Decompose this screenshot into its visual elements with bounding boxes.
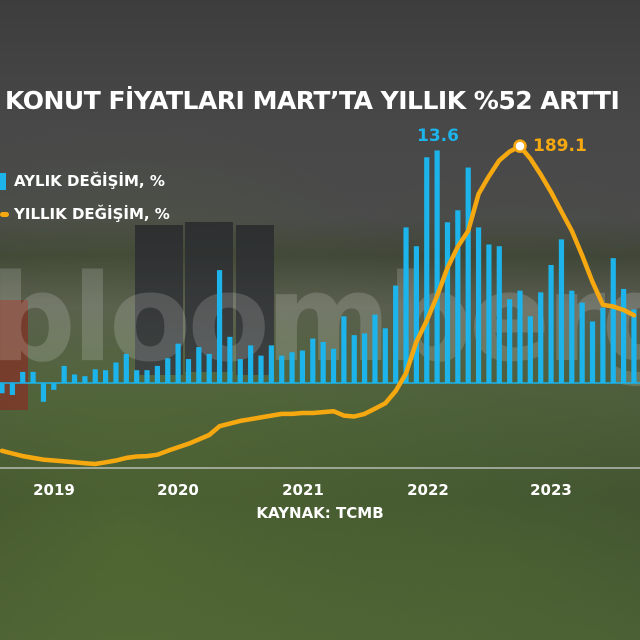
chart-title: KONUT FİYATLARI MART’TA YILLIK %52 ARTTI (5, 86, 620, 115)
monthly-peak-label: 13.6 (417, 126, 459, 146)
legend-line-swatch (0, 212, 9, 217)
x-tick-label: 2019 (33, 481, 75, 499)
monthly-change-bar (61, 365, 67, 383)
monthly-change-bar (103, 370, 109, 383)
monthly-change-bar (444, 222, 451, 383)
monthly-change-bar (268, 345, 274, 383)
yearly-peak-label: 189.1 (533, 136, 587, 156)
monthly-change-bar (30, 371, 36, 383)
monthly-change-bar (434, 150, 440, 383)
monthly-change-bar (621, 288, 627, 383)
monthly-change-bar (258, 355, 264, 383)
skyscraper (236, 225, 274, 375)
monthly-change-bar (248, 345, 254, 383)
monthly-change-bar (154, 365, 160, 383)
monthly-change-bar (362, 333, 368, 383)
monthly-change-bar (631, 309, 637, 383)
skyscraper (185, 222, 233, 372)
monthly-change-bar (372, 314, 378, 383)
x-tick-label: 2020 (157, 481, 199, 499)
monthly-change-bar (237, 359, 243, 383)
monthly-change-bar (82, 376, 88, 383)
monthly-change-bar (600, 307, 606, 383)
monthly-change-bar (403, 227, 409, 383)
monthly-change-bar (227, 336, 233, 383)
monthly-change-bar (51, 383, 57, 390)
monthly-change-bar (393, 285, 399, 383)
monthly-change-bar (538, 292, 544, 383)
x-tick-label: 2022 (407, 481, 449, 499)
skyscraper (135, 225, 183, 375)
monthly-change-bar (465, 167, 471, 383)
monthly-change-bar (527, 316, 533, 383)
x-tick-label: 2021 (282, 481, 324, 499)
monthly-change-bar (185, 359, 192, 383)
monthly-change-bar (0, 383, 5, 394)
monthly-change-bar (351, 335, 357, 383)
monthly-change-bar (455, 210, 461, 383)
monthly-change-bar (279, 355, 285, 383)
monthly-change-bar (569, 290, 575, 383)
monthly-change-bar (165, 358, 171, 383)
monthly-change-bar (123, 353, 129, 383)
monthly-change-bar (144, 370, 150, 383)
monthly-change-bar (206, 353, 212, 383)
monthly-change-bar (196, 347, 202, 383)
monthly-change-bar (216, 270, 223, 383)
watermark: bloomberg (0, 250, 640, 389)
source-label: KAYNAK: TCMB (256, 504, 384, 522)
yearly-peak-marker (513, 139, 527, 153)
monthly-change-bar (299, 350, 306, 383)
monthly-change-bar (507, 299, 513, 383)
monthly-change-bar (424, 157, 430, 383)
monthly-change-bar (341, 316, 347, 383)
monthly-change-bar (475, 227, 482, 383)
monthly-change-bar (71, 374, 78, 383)
monthly-change-bar (548, 265, 554, 383)
monthly-change-bar (113, 362, 119, 383)
monthly-change-bar (289, 352, 295, 383)
monthly-change-bar (496, 246, 502, 383)
monthly-change-bar (382, 328, 388, 383)
monthly-change-bar (610, 258, 616, 383)
monthly-change-bar (40, 383, 47, 402)
yearly-change-line (0, 143, 637, 467)
monthly-change-bar (9, 383, 15, 395)
monthly-change-bar (413, 246, 419, 383)
monthly-change-bar (589, 321, 596, 383)
monthly-change-bar (517, 290, 523, 383)
monthly-change-bar (486, 244, 492, 383)
monthly-change-bar (92, 369, 98, 383)
legend-yearly: YILLIK DEĞİŞİM, % (14, 205, 170, 223)
monthly-change-bar (579, 302, 585, 383)
monthly-change-bar (310, 338, 316, 383)
monthly-change-bar (175, 343, 181, 383)
legend-bar-swatch (0, 173, 6, 190)
x-tick-label: 2023 (530, 481, 572, 499)
monthly-change-bar (134, 370, 140, 383)
monthly-change-bar (20, 371, 26, 383)
monthly-change-bar (320, 341, 326, 383)
monthly-change-bar (330, 348, 337, 383)
legend-monthly: AYLIK DEĞİŞİM, % (14, 172, 165, 190)
monthly-change-bar (558, 239, 565, 383)
